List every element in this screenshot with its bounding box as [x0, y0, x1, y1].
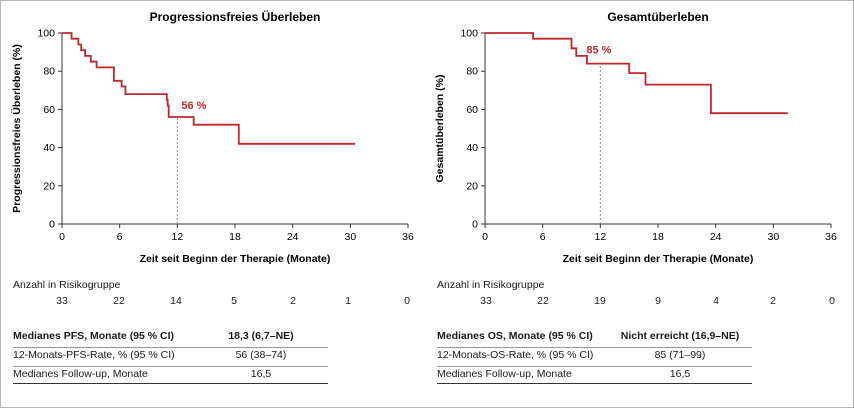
risk-count: 4 [713, 295, 719, 307]
x-tick-label: 24 [287, 231, 299, 243]
y-tick-label: 60 [43, 104, 55, 116]
stat-value: 85 (71–99) [654, 349, 706, 361]
risk-count: 2 [290, 295, 296, 307]
x-tick-label: 36 [402, 231, 414, 243]
12-month-rate-annotation: 85 % [586, 45, 611, 57]
y-axis-label: Progressionsfreies Überleben (%) [10, 44, 23, 213]
table-divider [437, 366, 752, 367]
chart-title: Gesamtüberleben [607, 10, 708, 24]
y-axis-label: Gesamtüberleben (%) [434, 75, 446, 183]
y-tick-label: 20 [43, 180, 55, 192]
stat-value: 16,5 [669, 368, 691, 380]
risk-count: 0 [404, 295, 410, 307]
risk-count: 5 [231, 295, 237, 307]
x-tick-label: 18 [652, 231, 664, 243]
x-tick-label: 24 [710, 231, 722, 243]
y-tick-label: 40 [466, 142, 478, 154]
x-axis-label: Zeit seit Beginn der Therapie (Monate) [140, 253, 331, 265]
y-tick-label: 0 [472, 219, 478, 231]
x-tick-label: 0 [482, 231, 488, 243]
stat-label: 12-Monats-PFS-Rate, % (95 % CI) [13, 349, 175, 361]
x-tick-label: 30 [767, 231, 779, 243]
risk-count: 1 [345, 295, 351, 307]
x-tick-label: 12 [171, 231, 183, 243]
risk-count: 22 [537, 295, 549, 307]
x-tick-label: 12 [594, 231, 606, 243]
risk-count: 2 [770, 295, 776, 307]
12-month-rate-annotation: 56 % [181, 100, 206, 112]
stat-label: Medianes Follow-up, Monate [437, 368, 572, 380]
x-tick-label: 0 [59, 231, 65, 243]
km-panel-pfs: Progressionsfreies Überleben020406080100… [10, 9, 414, 265]
risk-count: 9 [655, 295, 661, 307]
y-tick-label: 20 [466, 180, 478, 192]
risk-count: 0 [829, 295, 835, 307]
table-bottom-rule [437, 383, 752, 384]
survival-curve [62, 32, 356, 145]
survival-curve [485, 32, 788, 115]
stat-label: Medianes OS, Monate (95 % CI) [437, 330, 593, 342]
stat-value: Nicht erreicht (16,9–NE) [620, 330, 740, 342]
x-tick-label: 30 [344, 231, 356, 243]
risk-label: Anzahl in Risikogruppe [437, 279, 545, 291]
table-bottom-rule [13, 383, 328, 384]
y-tick-label: 80 [43, 66, 55, 78]
y-tick-label: 40 [43, 142, 55, 154]
risk-count: 33 [56, 295, 68, 307]
risk-count: 19 [594, 295, 606, 307]
risk-count: 14 [170, 295, 182, 307]
stat-label: 12-Monats-OS-Rate, % (95 % CI) [437, 349, 594, 361]
y-tick-label: 100 [460, 28, 478, 40]
stat-label: Medianes PFS, Monate (95 % CI) [13, 330, 175, 342]
risk-count: 22 [113, 295, 125, 307]
table-divider [13, 347, 328, 348]
stat-label: Medianes Follow-up, Monate [13, 368, 148, 380]
table-divider [13, 366, 328, 367]
stat-value: 56 (38–74) [235, 349, 287, 361]
x-tick-label: 6 [117, 231, 123, 243]
x-tick-label: 6 [540, 231, 546, 243]
y-tick-label: 0 [49, 219, 55, 231]
risk-label: Anzahl in Risikogruppe [13, 279, 121, 291]
y-tick-label: 100 [37, 28, 55, 40]
y-tick-label: 80 [466, 66, 478, 78]
chart-title: Progressionsfreies Überleben [150, 9, 321, 24]
stat-value: 18,3 (6,7–NE) [228, 330, 294, 342]
km-panel-os: Gesamtüberleben 0 20 40 60 80 100 0 6 12 18 24 30 36 Z… [434, 10, 837, 265]
x-tick-label: 36 [825, 231, 837, 243]
x-tick-label: 18 [229, 231, 241, 243]
stat-value: 16,5 [250, 368, 272, 380]
x-axis-label: Zeit seit Beginn der Therapie (Monate) [563, 253, 754, 265]
y-tick-label: 60 [466, 104, 478, 116]
risk-count: 33 [480, 295, 492, 307]
table-divider [437, 347, 752, 348]
